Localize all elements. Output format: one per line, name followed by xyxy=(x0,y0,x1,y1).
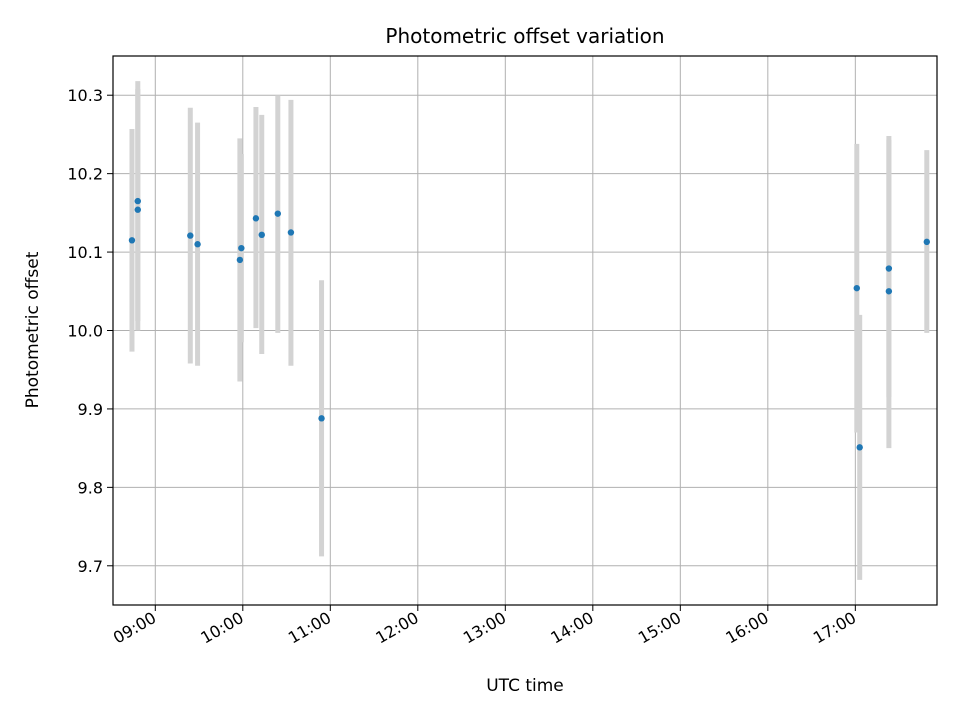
data-point xyxy=(134,197,141,205)
data-point xyxy=(252,215,260,222)
chart-title: Photometric offset variation xyxy=(385,24,664,48)
y-tick-label: 9.9 xyxy=(78,400,103,419)
data-point xyxy=(885,265,893,272)
data-point xyxy=(923,238,930,246)
y-tick-label: 9.8 xyxy=(78,478,103,497)
data-point xyxy=(236,256,244,264)
data-point xyxy=(287,229,295,236)
data-point xyxy=(274,210,281,217)
y-tick-label: 10.0 xyxy=(67,322,103,341)
y-tick-label: 10.2 xyxy=(67,165,103,184)
data-point xyxy=(187,232,194,239)
data-point xyxy=(238,244,245,252)
data-point xyxy=(134,206,141,213)
data-points xyxy=(128,197,930,451)
data-point xyxy=(258,231,265,239)
y-axis-ticks: 9.7 9.8 9.9 10.0 10.1 10.2 10.3 xyxy=(67,86,113,576)
data-point xyxy=(856,444,863,451)
y-tick-label: 9.7 xyxy=(78,557,103,576)
data-point xyxy=(128,237,136,244)
data-point xyxy=(194,241,201,248)
data-point xyxy=(853,284,860,292)
y-axis-label: Photometric offset xyxy=(23,251,43,408)
y-tick-label: 10.3 xyxy=(67,86,103,105)
data-point xyxy=(885,288,893,295)
data-point xyxy=(318,415,325,422)
y-tick-label: 10.1 xyxy=(67,243,103,262)
x-axis-label: UTC time xyxy=(486,676,564,696)
